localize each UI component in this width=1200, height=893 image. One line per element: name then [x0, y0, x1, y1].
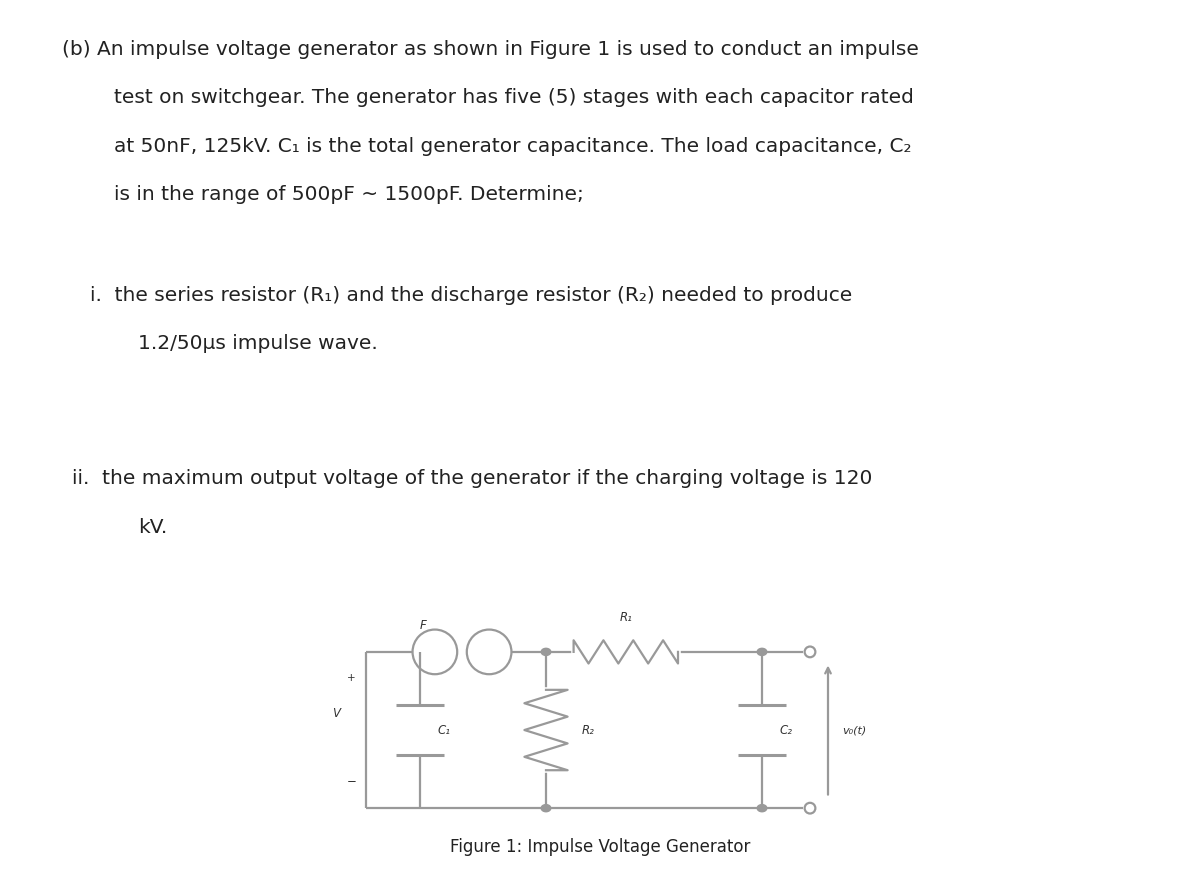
Text: Figure 1: Impulse Voltage Generator: Figure 1: Impulse Voltage Generator [450, 838, 750, 855]
Text: R₂: R₂ [582, 723, 595, 737]
Text: v₀(t): v₀(t) [842, 725, 866, 735]
Circle shape [757, 805, 767, 812]
Text: i.  the series resistor (R₁) and the discharge resistor (R₂) needed to produce: i. the series resistor (R₁) and the disc… [90, 286, 852, 305]
Circle shape [541, 805, 551, 812]
Text: −: − [347, 775, 356, 789]
Text: C₁: C₁ [438, 723, 451, 737]
Text: at 50nF, 125kV. C₁ is the total generator capacitance. The load capacitance, C₂: at 50nF, 125kV. C₁ is the total generato… [114, 137, 912, 155]
Text: C₂: C₂ [780, 723, 793, 737]
Text: +: + [347, 673, 356, 683]
Text: ii.  the maximum output voltage of the generator if the charging voltage is 120: ii. the maximum output voltage of the ge… [72, 470, 872, 488]
Text: V: V [331, 707, 340, 721]
Text: is in the range of 500pF ∼ 1500pF. Determine;: is in the range of 500pF ∼ 1500pF. Deter… [114, 185, 584, 204]
Text: kV.: kV. [138, 518, 167, 537]
Text: (b) An impulse voltage generator as shown in Figure 1 is used to conduct an impu: (b) An impulse voltage generator as show… [62, 40, 919, 59]
Circle shape [757, 648, 767, 655]
Text: R₁: R₁ [619, 611, 632, 624]
Circle shape [541, 648, 551, 655]
Text: 1.2/50μs impulse wave.: 1.2/50μs impulse wave. [138, 334, 378, 354]
Text: F: F [420, 619, 426, 632]
Text: test on switchgear. The generator has five (5) stages with each capacitor rated: test on switchgear. The generator has fi… [114, 88, 914, 107]
